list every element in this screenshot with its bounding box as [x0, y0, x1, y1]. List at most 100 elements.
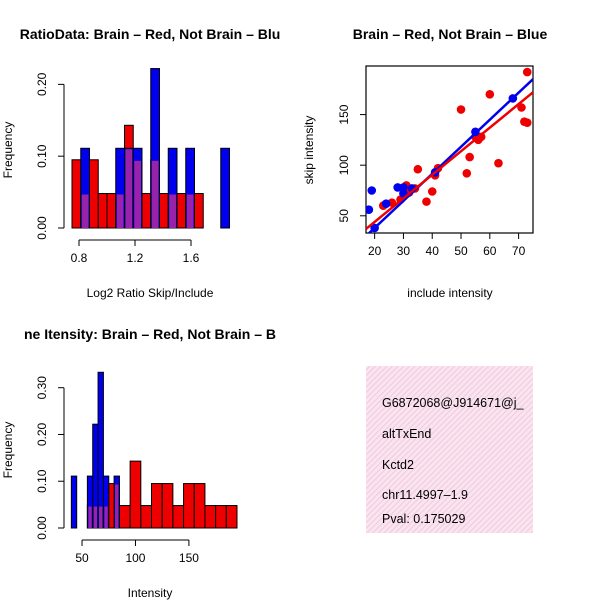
intensity-histogram: ne Itensity: Brain – Red, Not Brain – B … [1, 326, 276, 600]
intensity-red-bar-13 [225, 505, 238, 529]
ratio-red-bar-3 [97, 193, 108, 229]
intensity-red-bar-9 [183, 483, 195, 529]
scatter-points [366, 67, 532, 233]
info-gene: Kctd2 [382, 458, 414, 472]
ratio-histogram-title: RatioData: Brain – Red, Not Brain – Blu [20, 26, 281, 42]
intensity-x-tick-label-0: 50 [75, 551, 89, 565]
scatter-x-tick-label-4: 60 [483, 244, 497, 258]
intensity-red-bar-5 [140, 505, 152, 529]
ratio-overlap-bar-4 [151, 160, 159, 228]
scatter-ylabel: skip intensity [302, 116, 316, 185]
scatter-red-point-6 [413, 164, 423, 174]
ratio-blue-bar-7 [220, 147, 230, 229]
intensity-y-tick-label-2: 0.20 [35, 422, 49, 446]
scatter-red-point-18 [494, 158, 503, 168]
ratio-axes: 0.8 1.2 1.6 0.00 0.10 0.20 [35, 72, 200, 265]
ratio-overlap-bar-2 [125, 149, 133, 228]
info-location: chr11.4997–1.9 [382, 488, 468, 502]
ratio-red-bar-12 [176, 193, 187, 229]
intensity-x-tick-label-2: 150 [179, 551, 199, 565]
ratio-overlap-bar-0 [81, 194, 89, 228]
scatter-xlabel: include intensity [407, 286, 492, 300]
ratio-histogram-ylabel: Frequency [1, 122, 15, 179]
scatter-title: Brain – Red, Not Brain – Blue [353, 26, 548, 42]
scatter-red-point-21 [522, 118, 532, 127]
scatter-red-point-13 [465, 152, 474, 162]
scatter-red-point-19 [517, 103, 526, 112]
intensity-red-bar-10 [193, 483, 206, 529]
intensity-red-bars [86, 460, 238, 529]
intensity-red-bar-3 [118, 505, 131, 529]
scatter-red-point-11 [456, 105, 466, 114]
ratio-red-bar-14 [194, 193, 204, 229]
ratio-overlap-bars [81, 149, 194, 228]
intensity-red-bar-11 [204, 505, 217, 529]
intensity-overlap-bar-0 [88, 506, 92, 528]
scatter-red-point-12 [462, 168, 472, 178]
ratio-y-tick-label-2: 0.20 [35, 72, 49, 96]
scatter-red-point-22 [522, 67, 532, 77]
ratio-overlap-bar-6 [186, 194, 194, 228]
intensity-x-tick-label-1: 100 [125, 551, 145, 565]
ratio-histogram-xlabel: Log2 Ratio Skip/Include [87, 286, 214, 300]
intensity-scatter: Brain – Red, Not Brain – Blue include in… [302, 26, 547, 300]
ratio-x-tick-label-0: 0.8 [71, 251, 88, 265]
ratio-red-bar-8 [141, 193, 152, 229]
scatter-x-tick-label-0: 20 [368, 244, 382, 258]
scatter-red-point-7 [422, 197, 431, 206]
intensity-overlap-bar-2 [99, 506, 103, 528]
ratio-x-tick-label-2: 1.6 [183, 251, 200, 265]
info-event: altTxEnd [382, 427, 431, 441]
ratio-overlap-bar-5 [169, 194, 176, 228]
intensity-y-tick-label-0: 0.00 [35, 516, 49, 540]
intensity-red-bar-8 [172, 505, 185, 529]
scatter-axes: 20 30 40 50 60 70 50 100 150 [337, 104, 526, 258]
scatter-x-tick-label-1: 30 [397, 244, 411, 258]
ratio-histogram: RatioData: Brain – Red, Not Brain – Blu … [1, 26, 280, 300]
intensity-overlap-bar-3 [104, 506, 108, 528]
scatter-blue-point-3 [381, 199, 391, 208]
intensity-blue-bar-0 [70, 475, 78, 529]
intensity-overlap-bar-4 [115, 484, 119, 528]
intensity-y-tick-label-3: 0.30 [35, 376, 49, 400]
scatter-x-tick-label-3: 50 [454, 244, 468, 258]
ratio-y-tick-label-0: 0.00 [35, 216, 49, 240]
intensity-red-bar-7 [161, 483, 174, 529]
ratio-overlap-bar-3 [134, 160, 141, 228]
scatter-blue-fit-line [367, 78, 533, 233]
scatter-blue-point-0 [366, 205, 374, 215]
scatter-y-tick-label-0: 50 [337, 209, 351, 223]
scatter-fit-lines [366, 78, 533, 233]
scatter-x-tick-label-2: 40 [426, 244, 440, 258]
intensity-histogram-title: ne Itensity: Brain – Red, Not Brain – B [24, 326, 276, 342]
ratio-overlap-bar-1 [116, 194, 124, 228]
intensity-red-bar-4 [129, 460, 142, 529]
ratio-red-bar-0 [71, 159, 82, 229]
intensity-axes: 50 100 150 0.00 0.10 0.20 0.30 [35, 376, 199, 565]
intensity-red-bar-12 [215, 505, 227, 529]
scatter-plot-box [365, 65, 534, 234]
scatter-red-point-17 [485, 90, 495, 99]
intensity-blue-bar-3 [97, 371, 104, 529]
intensity-histogram-xlabel: Intensity [128, 586, 173, 600]
intensity-overlap-bars [88, 484, 119, 528]
info-pval: Pval: 0.175029 [382, 512, 465, 526]
info-panel: G6872068@J914671@j_ altTxEnd Kctd2 chr11… [366, 366, 533, 533]
scatter-x-tick-label-5: 70 [512, 244, 526, 258]
intensity-y-tick-label-1: 0.10 [35, 469, 49, 493]
scatter-y-tick-label-2: 150 [337, 104, 351, 124]
ratio-red-bar-10 [159, 193, 169, 229]
scatter-red-fit-line [366, 91, 533, 230]
scatter-y-tick-label-1: 100 [337, 155, 351, 175]
info-id: G6872068@J914671@j_ [382, 396, 525, 410]
intensity-red-bar-6 [151, 483, 163, 529]
info-box-background [366, 366, 533, 533]
scatter-red-point-16 [476, 132, 486, 142]
ratio-red-bar-4 [106, 193, 117, 229]
ratio-y-tick-label-1: 0.10 [35, 144, 49, 168]
intensity-overlap-bar-1 [93, 506, 98, 528]
scatter-red-point-8 [427, 187, 437, 196]
ratio-x-tick-label-1: 1.2 [127, 251, 144, 265]
scatter-blue-point-6 [399, 183, 408, 192]
